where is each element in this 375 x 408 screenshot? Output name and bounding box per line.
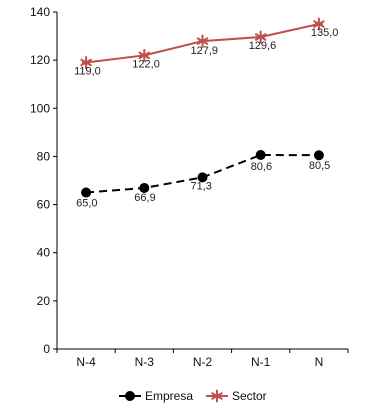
x-tick-label: N bbox=[315, 355, 324, 369]
data-label-empresa: 80,6 bbox=[251, 161, 272, 173]
y-tick-label: 120 bbox=[30, 53, 50, 67]
y-tick-label: 80 bbox=[37, 149, 51, 163]
x-tick-label: N-3 bbox=[135, 355, 155, 369]
legend-item-sector: Sector bbox=[206, 389, 267, 403]
data-point-empresa bbox=[197, 172, 208, 183]
y-tick-label: 20 bbox=[37, 294, 51, 308]
data-label-sector: 127,9 bbox=[191, 45, 219, 57]
y-tick-label: 0 bbox=[43, 342, 50, 356]
legend-marker bbox=[125, 391, 135, 401]
x-tick-label: N-2 bbox=[193, 355, 213, 369]
data-label-sector: 135,0 bbox=[311, 27, 339, 39]
data-label-empresa: 66,9 bbox=[134, 192, 155, 204]
legend-label: Sector bbox=[232, 389, 267, 403]
x-tick-label: N-1 bbox=[251, 355, 271, 369]
y-tick-label: 140 bbox=[30, 5, 50, 19]
y-tick-label: 60 bbox=[37, 198, 51, 212]
data-point-empresa bbox=[313, 150, 324, 161]
axes: 0 20 40 60 80 100 120 140 N-4 N-3 N-2 N-1 N bbox=[30, 5, 349, 369]
legend-item-empresa: Empresa bbox=[119, 389, 193, 403]
data-point-empresa bbox=[81, 187, 92, 198]
x-tick-label: N-4 bbox=[76, 355, 96, 369]
data-label-empresa: 65,0 bbox=[76, 198, 97, 210]
legend: Empresa Sector bbox=[119, 389, 267, 403]
data-label-sector: 119,0 bbox=[74, 66, 101, 78]
series-layer bbox=[80, 17, 325, 198]
data-label-empresa: 80,5 bbox=[309, 160, 330, 172]
data-point-empresa bbox=[139, 182, 150, 193]
data-labels: 65,0 66,9 71,3 80,6 80,5 119,0 122,0 127,9 129,6… bbox=[74, 27, 338, 210]
y-tick-label: 40 bbox=[37, 246, 51, 260]
legend-label: Empresa bbox=[145, 389, 193, 403]
data-point-empresa bbox=[255, 149, 266, 160]
y-tick-label: 100 bbox=[30, 101, 50, 115]
data-label-empresa: 71,3 bbox=[191, 180, 212, 192]
data-label-sector: 122,0 bbox=[132, 58, 160, 70]
data-label-sector: 129,6 bbox=[249, 40, 277, 52]
